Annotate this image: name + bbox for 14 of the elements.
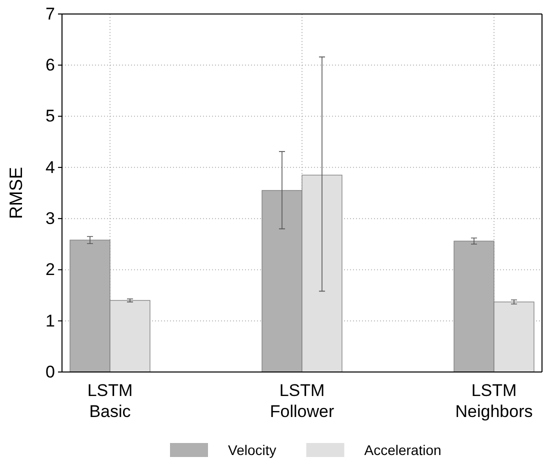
y-tick-label: 5 bbox=[46, 106, 55, 126]
legend-label: Acceleration bbox=[364, 442, 442, 458]
y-tick-label: 7 bbox=[46, 4, 55, 24]
y-axis-title: RMSE bbox=[6, 166, 26, 220]
y-tick-label: 4 bbox=[46, 158, 55, 177]
y-tick-label: 1 bbox=[46, 311, 55, 330]
y-tick-label: 2 bbox=[46, 260, 55, 280]
y-tick-label: 0 bbox=[46, 362, 55, 382]
x-tick-label: LSTM Follower bbox=[270, 381, 334, 421]
x-tick-label: LSTM Basic bbox=[87, 381, 133, 421]
legend-label: Velocity bbox=[228, 442, 276, 458]
x-tick-label: LSTM Neighbors bbox=[455, 381, 533, 421]
y-tick-label: 3 bbox=[46, 209, 55, 228]
y-tick-label: 6 bbox=[46, 56, 55, 75]
